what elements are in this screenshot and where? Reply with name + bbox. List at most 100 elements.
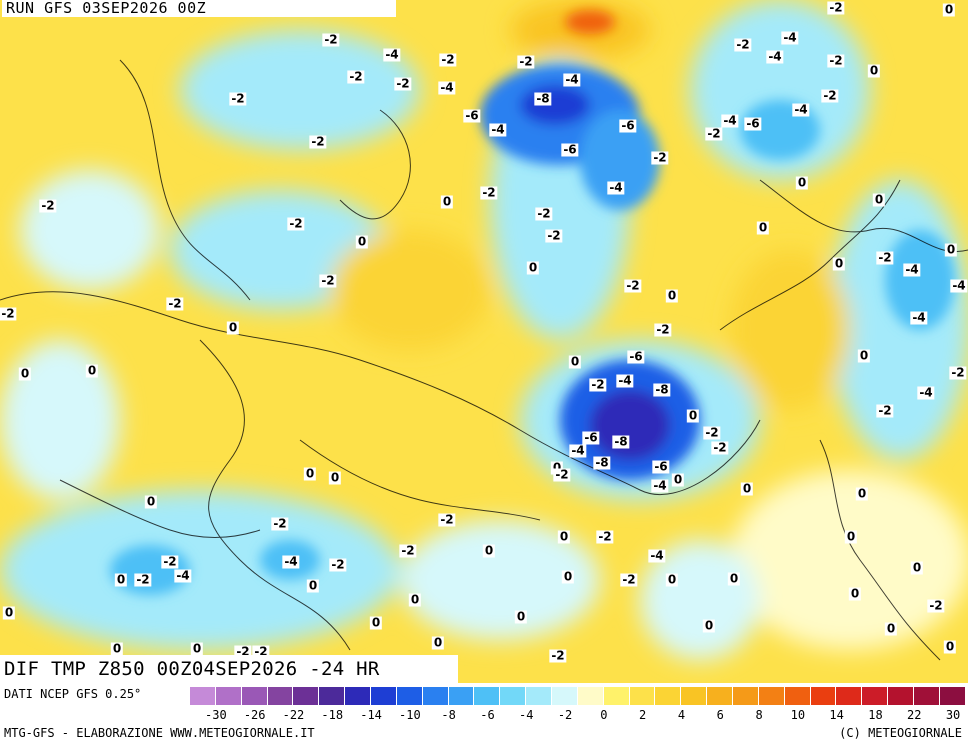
contour-value-label: -4 [563, 72, 581, 87]
contour-value-label: -2 [161, 554, 179, 569]
contour-value-label: 0 [114, 572, 128, 587]
colorbar-cell [888, 687, 915, 705]
contour-value-label: 0 [408, 592, 422, 607]
contour-value-label: 0 [440, 194, 454, 209]
contour-value-label: -6 [744, 116, 762, 131]
contour-value-label: -4 [383, 47, 401, 62]
colorbar-tick-label: -30 [205, 708, 227, 722]
colorbar-cell [371, 687, 397, 705]
colorbar-tick-label: -4 [519, 708, 534, 722]
contour-value-label: -4 [569, 443, 587, 458]
contour-value-label: 0 [944, 242, 958, 257]
colorbar-tick-label: -26 [243, 708, 266, 722]
colorbar-cell [733, 687, 759, 705]
contour-value-label: -2 [347, 69, 365, 84]
contour-value-label: -4 [903, 262, 921, 277]
colorbar-cell [862, 687, 889, 705]
colorbar-cell [836, 687, 863, 705]
contour-value-label: 0 [306, 578, 320, 593]
contour-value-label: -2 [949, 365, 967, 380]
contour-value-label: 0 [482, 543, 496, 558]
contour-value-label: -2 [322, 32, 340, 47]
contour-value-label: 0 [355, 234, 369, 249]
colorbar-cell [603, 687, 630, 705]
contour-value-label: -2 [827, 53, 845, 68]
contour-value-label: -2 [545, 228, 563, 243]
contour-value-label: 0 [110, 641, 124, 656]
contour-value-label: 0 [526, 260, 540, 275]
contour-value-label: 0 [943, 639, 957, 654]
colorbar-tick-label: 6 [716, 708, 724, 722]
contour-value-label: -8 [612, 434, 630, 449]
contour-value-label: -2 [438, 512, 456, 527]
colorbar-cell [396, 687, 423, 705]
colorbar-cell [758, 687, 785, 705]
contour-value-label: 0 [671, 472, 685, 487]
contour-value-label: -4 [917, 385, 935, 400]
contour-value-label: 0 [2, 605, 16, 620]
colorbar-tick-label: 10 [790, 708, 806, 722]
contour-value-label: 0 [557, 529, 571, 544]
contour-value-label: -2 [620, 572, 638, 587]
contour-value-label: 0 [872, 192, 886, 207]
contour-value-label: -2 [0, 306, 17, 321]
contour-value-label: 0 [867, 63, 881, 78]
contour-value-label: -2 [399, 543, 417, 558]
colorbar-cell [914, 687, 940, 705]
colorbar-cell [241, 687, 268, 705]
colorbar-cell [939, 687, 966, 705]
credit-left: MTG-GFS - ELABORAZIONE WWW.METEOGIORNALE… [4, 726, 315, 740]
credit-right: (C) METEOGIORNALE [839, 726, 962, 740]
colorbar-tick-labels: -30 -26 -22 -18 -14 -10 -8 -6 -4 -2 0 2 4 6 8 10 14 18 22 3… [190, 708, 966, 722]
contour-value-label: -6 [627, 349, 645, 364]
colorbar-tick-label: 14 [829, 708, 844, 722]
contour-value-label: -2 [654, 322, 672, 337]
colorbar-cell [345, 687, 372, 705]
contour-value-label: -4 [721, 113, 739, 128]
colorbar-cell [552, 687, 578, 705]
contour-value-label: 0 [144, 494, 158, 509]
colorbar-tick-label: 2 [639, 708, 647, 722]
contour-value-label: -2 [553, 467, 571, 482]
contour-value-label: -4 [438, 80, 456, 95]
contour-value-label: -6 [652, 459, 670, 474]
contour-value-label: 0 [910, 560, 924, 575]
contour-value-label: 0 [857, 348, 871, 363]
contour-value-label: 0 [226, 320, 240, 335]
contour-value-label: -4 [648, 548, 666, 563]
contour-value-label: 0 [568, 354, 582, 369]
contour-value-label: 0 [514, 609, 528, 624]
contour-value-label: -2 [827, 0, 845, 15]
contour-value-label: -2 [517, 54, 535, 69]
colorbar-tick-label: 18 [868, 708, 883, 722]
contour-value-label: -2 [134, 572, 152, 587]
contour-value-label: 0 [795, 175, 809, 190]
contour-value-label: 0 [561, 569, 575, 584]
colorbar-cell [655, 687, 682, 705]
contour-value-label: 0 [686, 408, 700, 423]
colorbar-cell [319, 687, 346, 705]
contour-value-label: -2 [624, 278, 642, 293]
colorbar-tick-label: 0 [600, 708, 608, 722]
contour-value-label: -2 [166, 296, 184, 311]
colorbar-tick-label: -14 [360, 708, 382, 722]
colorbar-tick-label: -8 [441, 708, 456, 722]
run-title: RUN GFS 03SEP2026 00Z [2, 0, 397, 17]
contour-value-label: 0 [848, 586, 862, 601]
colorbar-cell [577, 687, 604, 705]
contour-value-label: -2 [596, 529, 614, 544]
contour-value-label: -2 [651, 150, 669, 165]
contour-value-label: -2 [535, 206, 553, 221]
contour-value-label: -4 [781, 30, 799, 45]
colorbar-cell [629, 687, 656, 705]
contour-value-label: -8 [534, 91, 552, 106]
colorbar-cell [526, 687, 553, 705]
contour-value-label: 0 [702, 618, 716, 633]
contour-value-label: -2 [287, 216, 305, 231]
contour-value-label: -2 [39, 198, 57, 213]
contour-value-label: -8 [593, 455, 611, 470]
colorbar-tick-label: 30 [945, 708, 961, 722]
contour-value-label: -2 [329, 557, 347, 572]
data-source-label: DATI NCEP GFS 0.25° [4, 687, 142, 701]
colorbar-cell [810, 687, 837, 705]
